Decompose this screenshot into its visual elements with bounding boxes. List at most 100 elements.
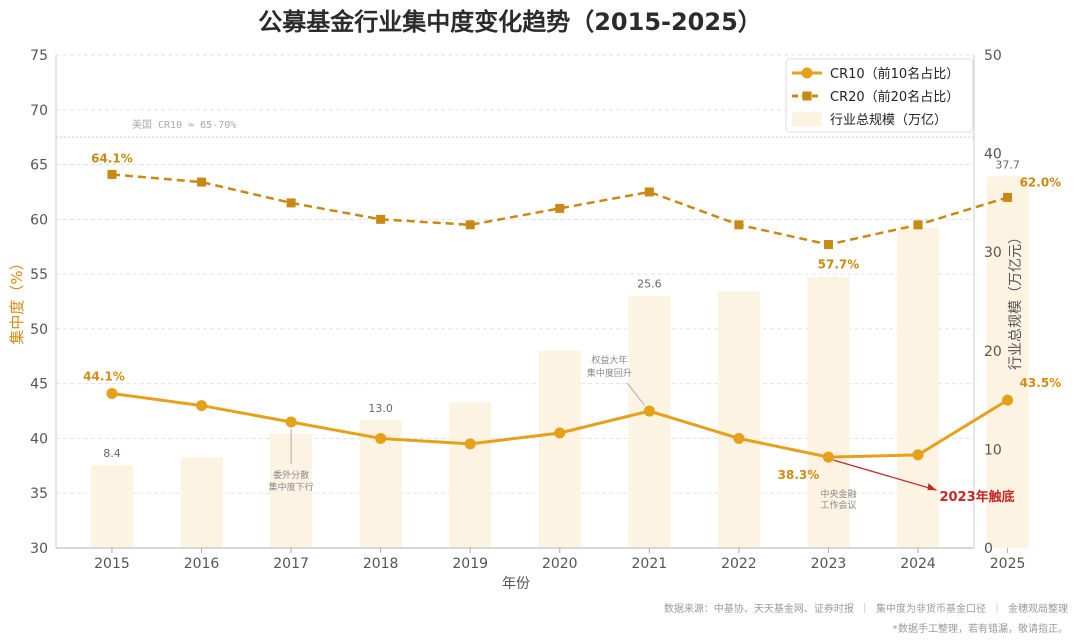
annotation-text: 权益大年 (591, 354, 627, 366)
legend-label: CR20（前20名占比） (830, 89, 959, 105)
y-axis-title: 集中度（%） (8, 255, 26, 344)
cr20-point (913, 220, 923, 230)
cr20-point (197, 177, 207, 187)
cr10-point (554, 427, 566, 439)
bar-data-label: 25.6 (637, 278, 662, 291)
legend-bar-swatch (792, 112, 822, 126)
cr10-data-label: 38.3% (778, 468, 820, 482)
cr20-point (555, 203, 565, 213)
bar (807, 276, 850, 548)
legend-marker (801, 67, 813, 79)
cr10-point (375, 432, 387, 444)
cr10-data-label: 44.1% (83, 370, 125, 384)
x-tick-label: 2017 (273, 556, 309, 572)
bar (897, 227, 940, 549)
y2-tick-label: 20 (984, 344, 1002, 360)
y-tick-label: 75 (30, 48, 48, 64)
cr20-point (107, 169, 117, 179)
cr10-point (733, 432, 745, 444)
y2-tick-label: 30 (984, 245, 1002, 261)
y-tick-label: 70 (30, 103, 48, 119)
highlight-arrow (833, 459, 937, 491)
annotation-text: 集中度下行 (269, 481, 314, 493)
cr10-point (285, 416, 297, 428)
footer-disclaimer: *数据手工整理，若有错漏，敬请指正。 (892, 622, 1068, 635)
cr20-point (376, 214, 386, 224)
x-tick-label: 2020 (542, 556, 578, 572)
annotation-pointer (626, 382, 645, 406)
footer-source: 数据来源：中基协、天天基金网、证券时报 ｜ 集中度为非货币基金口径 ｜ 金穗观局… (664, 602, 1068, 615)
bar (538, 350, 581, 548)
bar (449, 402, 492, 548)
y-tick-label: 65 (30, 158, 48, 174)
bar-data-label: 37.7 (995, 158, 1020, 171)
y-tick-label: 60 (30, 212, 48, 228)
bar (628, 295, 671, 548)
data-labels: 64.1% 57.7% 62.0% 44.1% 38.3% 43.5% 8.4 13.0 25.… (83, 151, 1061, 482)
highlight-arrowhead (927, 483, 937, 491)
annotation-text: 委外分散 (273, 469, 309, 481)
cr20-data-label: 57.7% (818, 258, 860, 272)
cr10-data-label: 43.5% (1020, 376, 1062, 390)
x-tick-label: 2025 (990, 556, 1026, 572)
x-tick-label: 2021 (632, 556, 668, 572)
legend-box (785, 58, 974, 133)
y-tick-label: 35 (30, 486, 48, 502)
y2-axis-title: 行业总规模（万亿元） (1008, 230, 1024, 370)
bar-series (90, 176, 1029, 549)
x-axis-title: 年份 (502, 576, 530, 592)
y-tick-label: 45 (30, 377, 48, 393)
cr20-point (734, 220, 744, 230)
x-tick-label: 2018 (363, 556, 399, 572)
bar-data-label: 8.4 (103, 447, 121, 460)
x-tick-label: 2023 (811, 556, 847, 572)
y-tick-label: 55 (30, 267, 48, 283)
bar-data-label: 13.0 (368, 402, 393, 415)
cr10-point (106, 388, 118, 400)
bar (90, 465, 133, 548)
y2-tick-label: 0 (984, 541, 993, 557)
x-tick-label: 2019 (452, 556, 488, 572)
legend-label: 行业总规模（万亿） (830, 113, 947, 128)
bar (717, 291, 760, 548)
legend-marker (802, 91, 812, 101)
line-series (106, 169, 1014, 463)
y-tick-label: 50 (30, 322, 48, 338)
reference-line-group: 美国 CR10 ≈ 65-70% (56, 118, 974, 138)
axes: 30 35 40 45 50 55 60 65 70 75 0 10 20 30 40 50 2015 2016 2… (30, 48, 1025, 572)
annotation-text: 中央金融 (820, 488, 856, 500)
y2-tick-label: 40 (984, 147, 1002, 163)
cr10-point (822, 451, 834, 463)
y-tick-label: 30 (30, 541, 48, 557)
cr20-data-label: 64.1% (91, 151, 133, 165)
bar (986, 176, 1029, 548)
bar (180, 457, 223, 548)
cr20-point (1003, 192, 1013, 202)
cr10-point (643, 405, 655, 417)
annotation-text: 工作会议 (820, 499, 856, 511)
cr20-point (644, 187, 654, 197)
y-tick-label: 40 (30, 431, 48, 447)
y2-tick-label: 10 (984, 442, 1002, 458)
x-tick-label: 2015 (94, 556, 130, 572)
cr10-point (1002, 394, 1014, 406)
x-tick-label: 2024 (900, 556, 936, 572)
cr10-point (464, 438, 476, 450)
cr10-point (912, 449, 924, 461)
cr20-point (823, 240, 833, 250)
x-tick-label: 2022 (721, 556, 757, 572)
cr20-point (286, 198, 296, 208)
x-tick-label: 2016 (184, 556, 220, 572)
legend: CR10（前10名占比） CR20（前20名占比） 行业总规模（万亿） (785, 58, 974, 133)
cr20-data-label: 62.0% (1020, 175, 1062, 189)
cr20-point (465, 220, 475, 230)
highlight-label: 2023年触底 (939, 489, 1014, 505)
chart-title: 公募基金行业集中度变化趋势（2015-2025） (258, 8, 762, 36)
cr10-point (196, 400, 208, 412)
legend-label: CR10（前10名占比） (830, 66, 959, 82)
annotation-text: 集中度回升 (587, 367, 632, 379)
reference-line-label: 美国 CR10 ≈ 65-70% (132, 118, 236, 131)
y2-tick-label: 50 (984, 48, 1002, 64)
